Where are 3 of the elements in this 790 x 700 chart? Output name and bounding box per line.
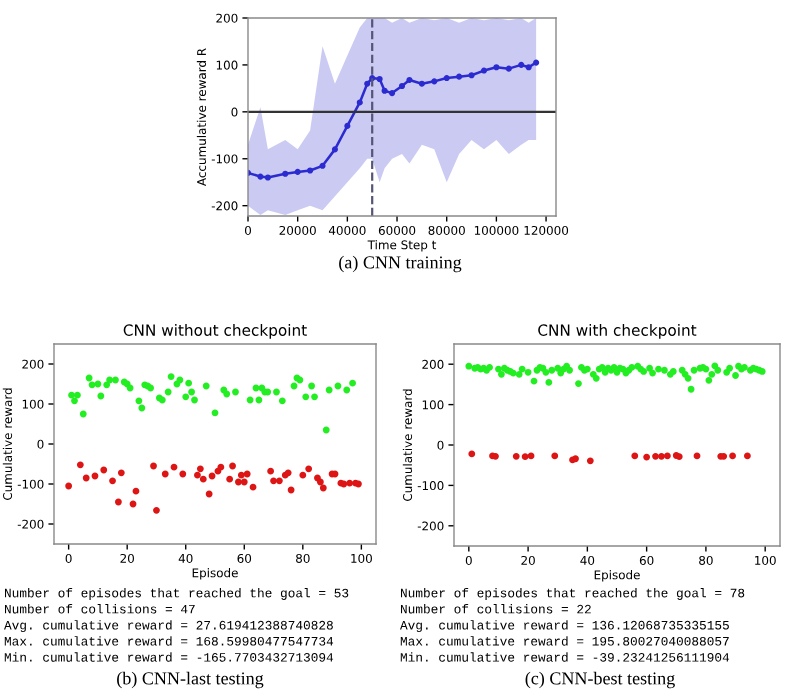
text: (c) CNN-best testing bbox=[525, 671, 675, 689]
text: (b) CNN-last testing bbox=[117, 671, 264, 689]
text: (a) CNN training bbox=[339, 255, 462, 273]
